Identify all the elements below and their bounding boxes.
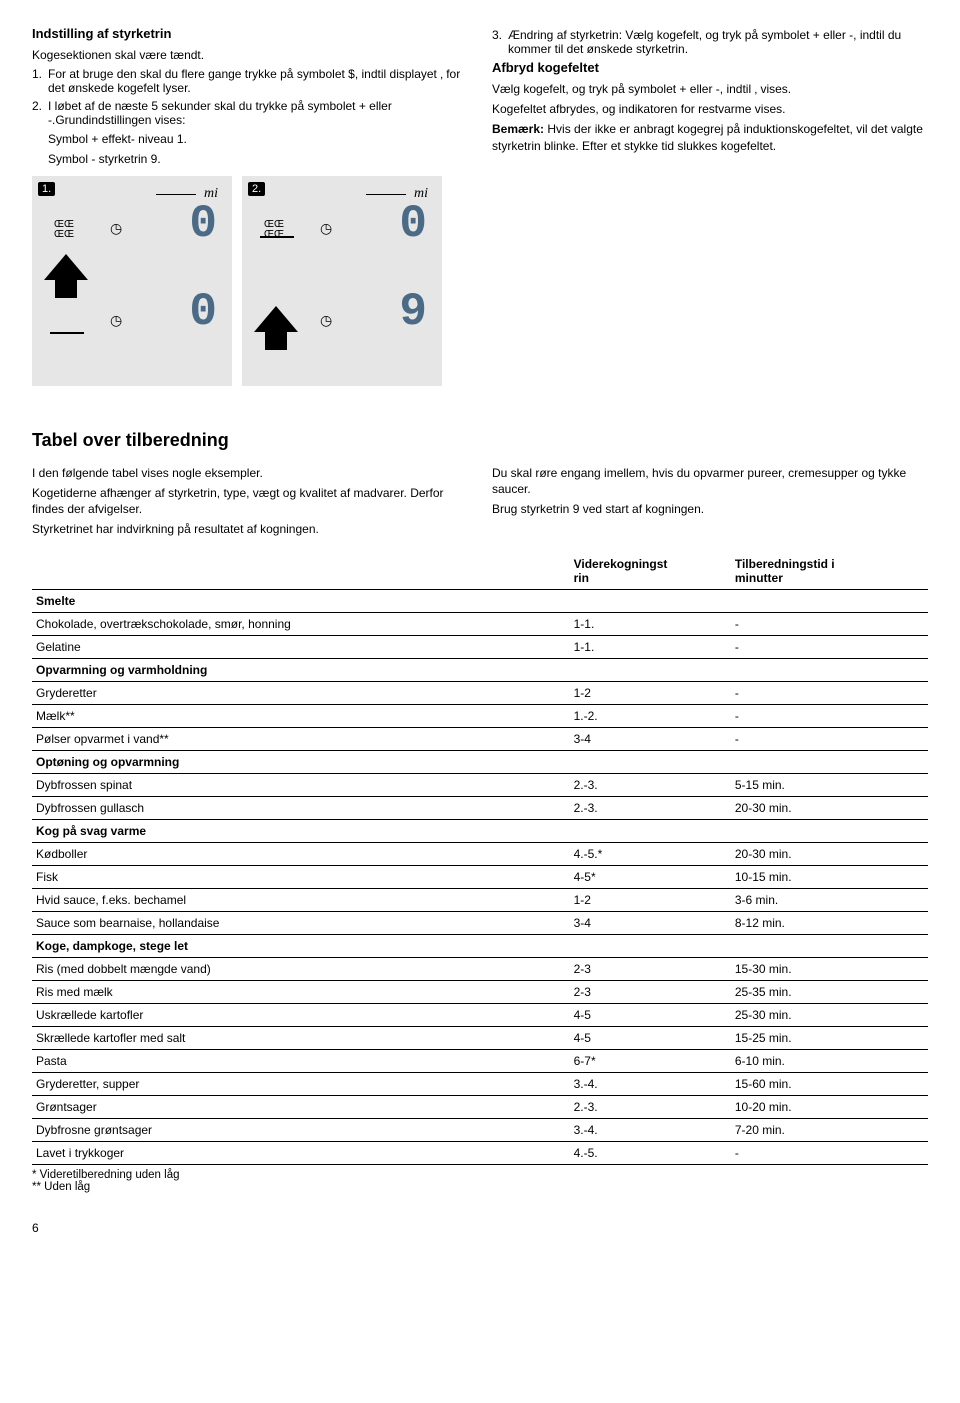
col-3-line1: Tilberedningstid i [735, 557, 835, 571]
minus-icon [50, 332, 84, 334]
step-1-text: For at bruge den skal du flere gange try… [48, 67, 468, 95]
col-2-line2: rin [574, 571, 589, 585]
group-svag: Kog på svag varme [32, 820, 928, 843]
step-2-num: 2. [32, 99, 48, 127]
group-koge: Koge, dampkoge, stege let [32, 935, 928, 958]
arrow-up-icon [254, 306, 298, 332]
table-row: Pølser opvarmet i vand**3-4- [32, 728, 928, 751]
table-row: Dybfrossen spinat2.-3.5-15 min. [32, 774, 928, 797]
panel-1-badge: 1. [38, 182, 55, 196]
table-row: Lavet i trykkoger4.-5.- [32, 1142, 928, 1165]
footnote-1: * Videretilberedning uden låg [32, 1169, 928, 1181]
minus-icon [260, 236, 294, 238]
arrow-stem [55, 280, 77, 298]
col-3-header: Tilberedningstid i minutter [731, 551, 928, 590]
table-row: Pasta6-7*6-10 min. [32, 1050, 928, 1073]
table-row: Grøntsager2.-3.10-20 min. [32, 1096, 928, 1119]
step-3: 3. Ændring af styrketrin: Vælg kogefelt,… [492, 28, 928, 56]
diagram-row: 1. mi ŒŒŒŒ ◷ ◷ 0 0 2. mi ŒŒŒŒ ◷ ◷ 0 [32, 176, 468, 386]
group-smelte: Smelte [32, 590, 928, 613]
table-row: Skrællede kartofler med salt4-515-25 min… [32, 1027, 928, 1050]
burner-icon: ŒŒŒŒ [54, 220, 74, 240]
note-label: Bemærk: [492, 122, 547, 136]
panel-1: 1. mi ŒŒŒŒ ◷ ◷ 0 0 [32, 176, 232, 386]
table-row: Hvid sauce, f.eks. bechamel1-23-6 min. [32, 889, 928, 912]
col-2-line1: Viderekogningst [574, 557, 668, 571]
step-1-num: 1. [32, 67, 48, 95]
table-row: Dybfrosne grøntsager3.-4.7-20 min. [32, 1119, 928, 1142]
group-optoen: Optøning og opvarmning [32, 751, 928, 774]
timer-icon: ◷ [110, 220, 122, 237]
col-1-header [32, 551, 570, 590]
table-row: Chokolade, overtrækschokolade, smør, hon… [32, 613, 928, 636]
footnote-2: ** Uden låg [32, 1181, 928, 1193]
step-3-text: Ændring af styrketrin: Vælg kogefelt, og… [508, 28, 928, 56]
timer-icon: ◷ [110, 312, 122, 329]
arrow-up-icon [44, 254, 88, 280]
arrow-stem [265, 332, 287, 350]
col-3-line2: minutter [735, 571, 783, 585]
seg-display-bot: 0 [189, 286, 214, 338]
panel-2-mi-line [366, 194, 406, 195]
step-2b: Symbol - styrketrin 9. [48, 151, 468, 167]
step-1: 1. For at bruge den skal du flere gange … [32, 67, 468, 95]
panel-2: 2. mi ŒŒŒŒ ◷ ◷ 0 9 [242, 176, 442, 386]
step-2a: Symbol + effekt- niveau 1. [48, 131, 468, 147]
table-row: Ris med mælk2-325-35 min. [32, 981, 928, 1004]
intro-text: Kogesektionen skal være tændt. [32, 47, 468, 63]
table-intro-4: Du skal røre engang imellem, hvis du opv… [492, 465, 928, 497]
panel-1-mi-line [156, 194, 196, 195]
table-row: Fisk4-5*10-15 min. [32, 866, 928, 889]
table-row: Mælk**1.-2.- [32, 705, 928, 728]
col-2-header: Viderekogningst rin [570, 551, 731, 590]
seg-display-bot: 9 [399, 286, 424, 338]
table-row: Dybfrossen gullasch2.-3.20-30 min. [32, 797, 928, 820]
group-opvarm: Opvarmning og varmholdning [32, 659, 928, 682]
table-intro-2: Kogetiderne afhænger af styrketrin, type… [32, 485, 468, 517]
seg-display-top: 0 [399, 198, 424, 250]
table-heading: Tabel over tilberedning [32, 430, 928, 451]
table-row: Gryderetter1-2- [32, 682, 928, 705]
panel-2-badge: 2. [248, 182, 265, 196]
timer-icon: ◷ [320, 220, 332, 237]
table-intro-3: Styrketrinet har indvirkning på resultat… [32, 521, 468, 537]
table-row: Gelatine1-1.- [32, 636, 928, 659]
step-2: 2. I løbet af de næste 5 sekunder skal d… [32, 99, 468, 127]
afbryd-text-2: Kogefeltet afbrydes, og indikatoren for … [492, 101, 928, 117]
afbryd-text-1: Vælg kogefelt, og tryk på symbolet + ell… [492, 81, 928, 97]
table-row: Gryderetter, supper3.-4.15-60 min. [32, 1073, 928, 1096]
table-row: Uskrællede kartofler4-525-30 min. [32, 1004, 928, 1027]
heading-setting: Indstilling af styrketrin [32, 26, 468, 41]
note: Bemærk: Hvis der ikke er anbragt kogegre… [492, 121, 928, 153]
timer-icon: ◷ [320, 312, 332, 329]
cooking-table: Viderekogningst rin Tilberedningstid i m… [32, 551, 928, 1165]
step-3-num: 3. [492, 28, 508, 56]
table-row: Sauce som bearnaise, hollandaise3-48-12 … [32, 912, 928, 935]
table-row: Ris (med dobbelt mængde vand)2-315-30 mi… [32, 958, 928, 981]
heading-afbryd: Afbryd kogefeltet [492, 60, 928, 75]
table-intro-5: Brug styrketrin 9 ved start af kogningen… [492, 501, 928, 517]
note-body: Hvis der ikke er anbragt kogegrej på ind… [492, 122, 923, 152]
step-2-text: I løbet af de næste 5 sekunder skal du t… [48, 99, 468, 127]
page-number: 6 [32, 1221, 928, 1235]
table-row: Kødboller4.-5.*20-30 min. [32, 843, 928, 866]
seg-display-top: 0 [189, 198, 214, 250]
table-intro-1: I den følgende tabel vises nogle eksempl… [32, 465, 468, 481]
